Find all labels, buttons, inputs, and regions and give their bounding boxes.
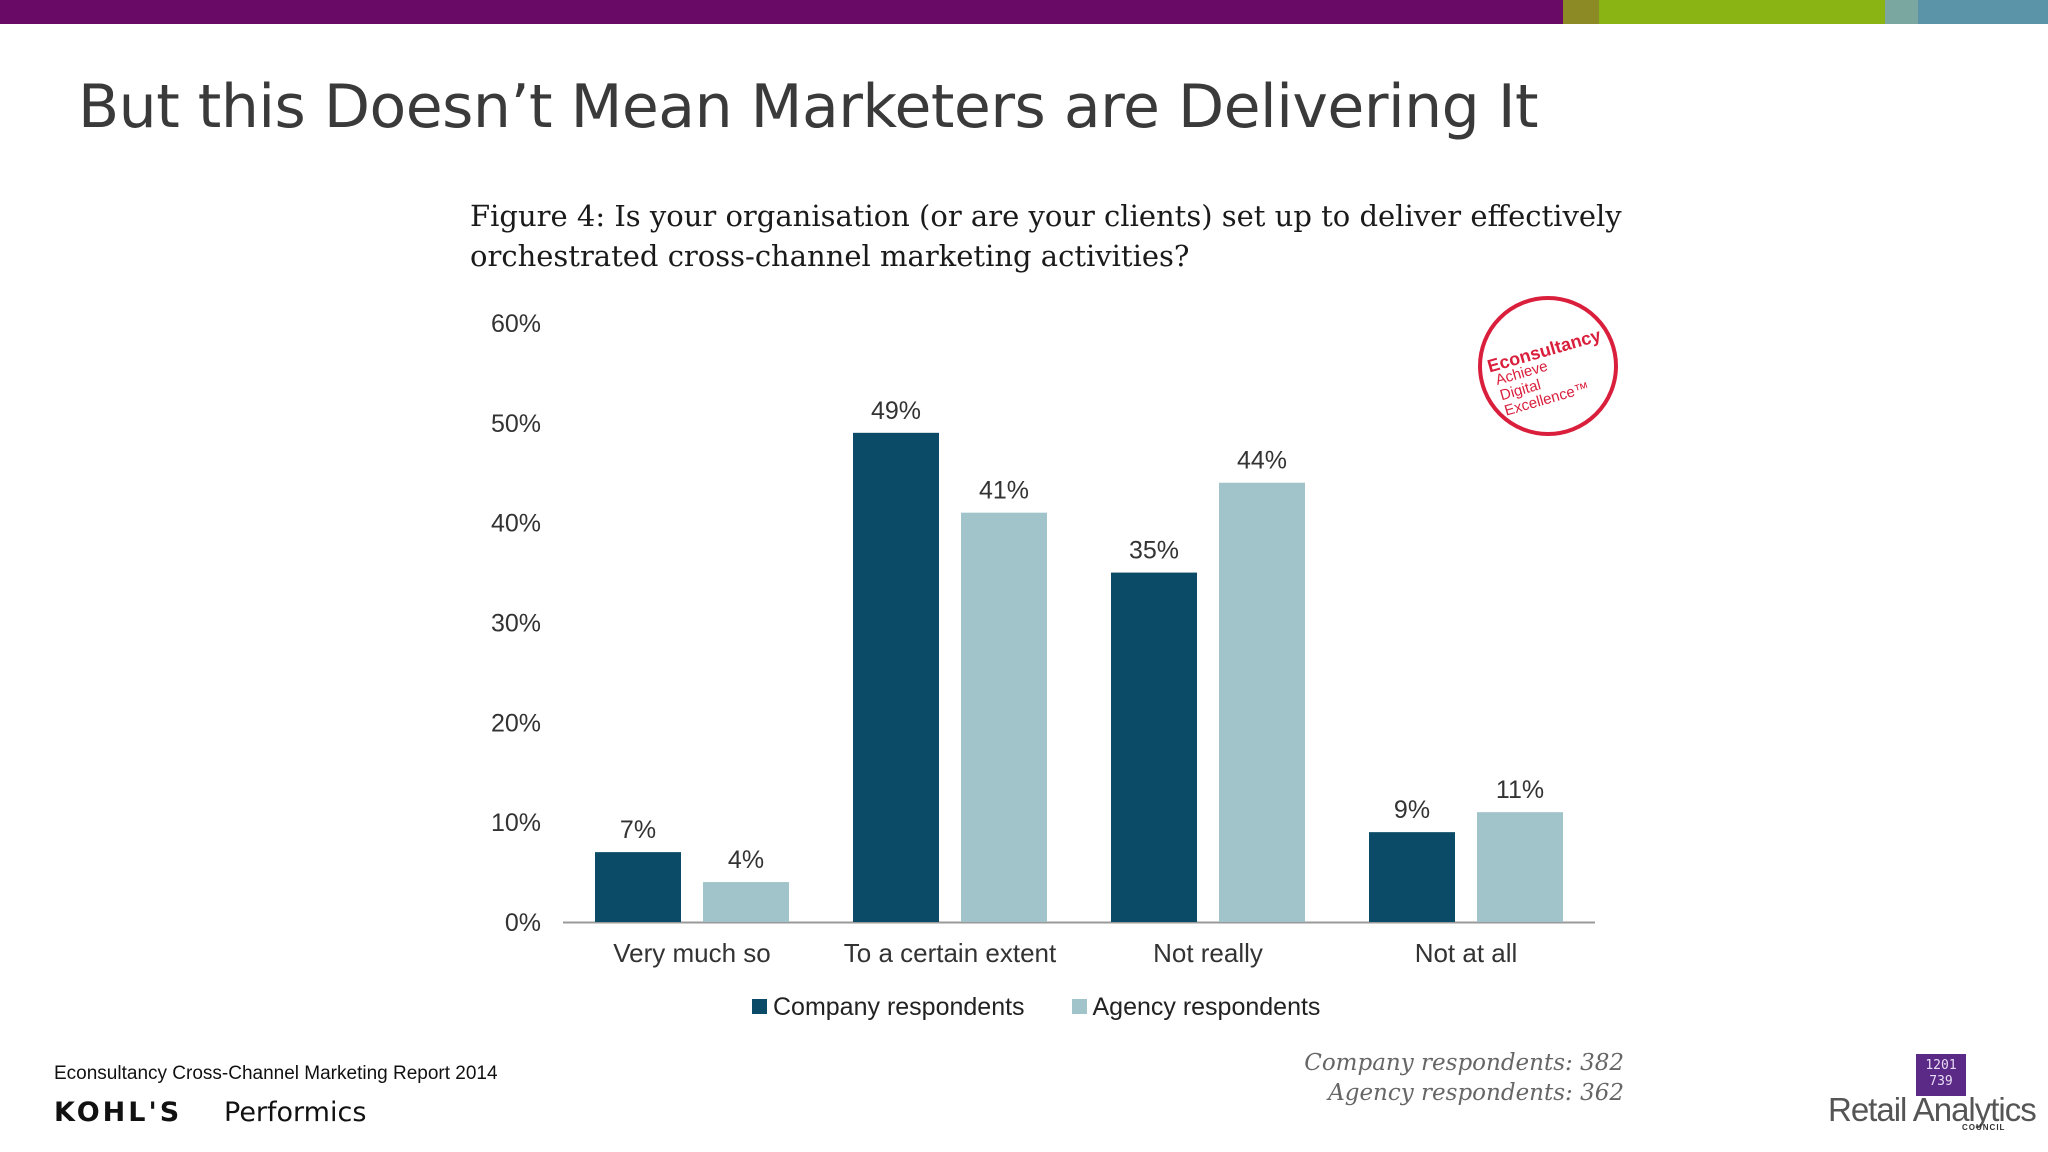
y-tick-label: 50% [491,410,541,438]
y-tick-label: 60% [491,310,541,338]
bar-agency [961,512,1047,922]
data-label: 11% [1496,776,1544,804]
y-tick-label: 20% [491,709,541,737]
topbar-segment-blue [1918,0,2048,24]
bar-agency [1219,482,1305,922]
legend-item-company: Company respondents [752,993,1025,1022]
topbar-segment-teal [1885,0,1918,24]
retail-analytics-logo-icon: 1201 739 [1916,1054,1966,1096]
econsultancy-badge-logo: Econsultancy Achieve Digital Excellence™ [1478,296,1618,436]
bar-agency [1477,812,1563,922]
data-label: 41% [979,477,1029,505]
legend-item-agency: Agency respondents [1071,993,1321,1022]
topbar-segment-green [1599,0,1885,24]
respondent-counts: Company respondents: 382 Agency responde… [1304,1048,1624,1108]
retail-analytics-logo-text: Retail Analytics [1828,1091,2037,1128]
performics-logo: Performics [224,1097,367,1128]
topbar-segment-purple [0,0,1563,24]
x-tick-label: Not really [1153,938,1263,968]
top-color-bar [0,0,2048,24]
data-label: 44% [1237,447,1287,475]
x-tick-label: Not at all [1415,938,1518,968]
bar-agency [703,882,789,922]
x-tick-label: To a certain extent [844,938,1057,968]
chart-title: Figure 4: Is your organisation (or are y… [470,196,1670,276]
legend-swatch-agency [1071,999,1087,1014]
data-label: 49% [871,397,921,425]
slide-title: But this Doesn’t Mean Marketers are Deli… [78,72,1539,142]
bar-company [595,852,681,922]
chart-title-line-1: Figure 4: Is your organisation (or are y… [470,199,1622,233]
chart-legend: Company respondents Agency respondents [752,993,1360,1022]
retail-analytics-council-text: COUNCIL [1962,1123,2006,1132]
bar-company [1369,832,1455,922]
legend-label-company: Company respondents [773,993,1025,1021]
chart-title-line-2: orchestrated cross-channel marketing act… [470,239,1190,273]
legend-label-agency: Agency respondents [1092,993,1321,1021]
legend-swatch-company [752,999,767,1014]
bar-company [853,432,939,922]
source-citation: Econsultancy Cross-Channel Marketing Rep… [54,1063,498,1084]
x-tick-label: Very much so [613,938,771,968]
y-tick-label: 10% [491,809,541,837]
agency-respondent-count: Agency respondents: 362 [1328,1080,1624,1106]
data-label: 35% [1129,537,1179,565]
bar-company [1111,572,1197,922]
data-label: 9% [1394,796,1430,824]
y-tick-label: 30% [491,610,541,638]
kohls-logo: KOHL'S [54,1097,183,1128]
topbar-segment-olive [1563,0,1599,24]
y-tick-label: 0% [505,909,541,937]
data-label: 7% [620,816,656,844]
data-label: 4% [728,846,764,874]
y-tick-label: 40% [491,510,541,538]
company-respondent-count: Company respondents: 382 [1304,1050,1624,1076]
